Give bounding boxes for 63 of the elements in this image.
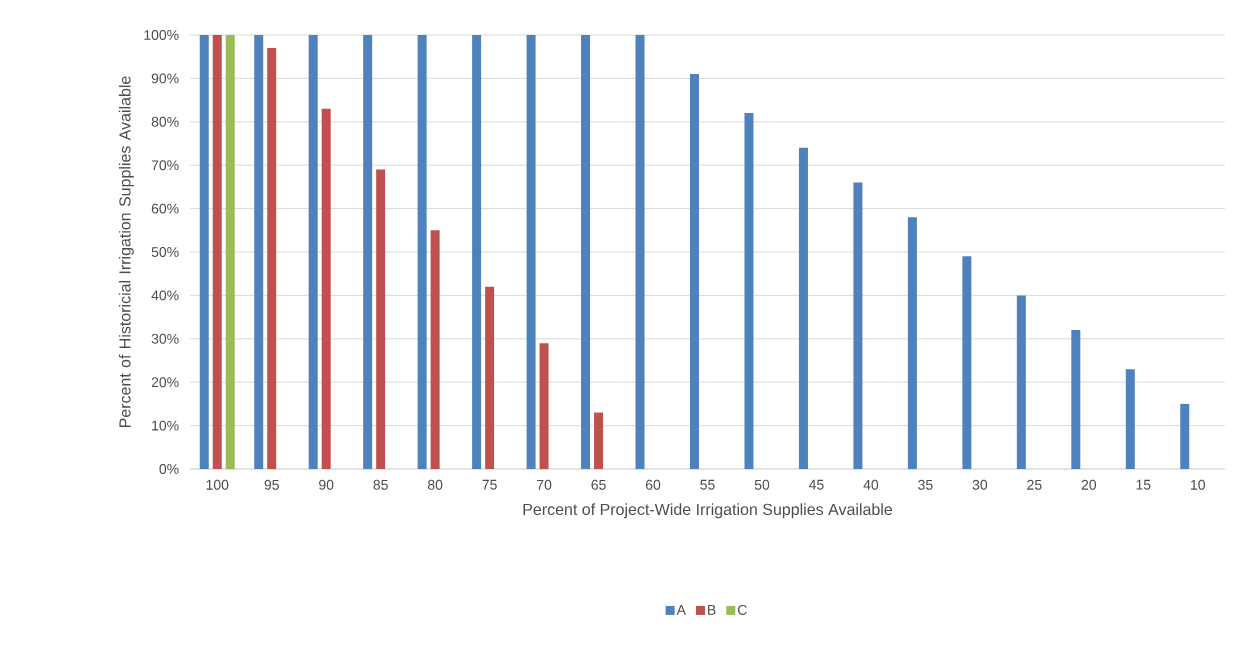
bar — [526, 35, 536, 469]
y-tick-label: 20% — [151, 377, 179, 388]
bar — [212, 35, 222, 469]
x-tick-label: 95 — [264, 479, 279, 490]
x-tick-label: 70 — [537, 479, 552, 490]
bar — [690, 74, 699, 469]
bar — [798, 147, 808, 469]
x-tick-label: 100 — [206, 479, 229, 490]
bar — [1016, 295, 1026, 469]
bar — [417, 35, 427, 469]
bar — [539, 343, 549, 469]
bar — [363, 35, 373, 469]
bar — [581, 35, 591, 469]
y-tick-label: 70% — [151, 160, 179, 171]
y-tick-label: 10% — [152, 420, 179, 431]
x-tick-label: 90 — [319, 479, 334, 490]
x-tick-label: 50 — [754, 479, 770, 490]
bar — [472, 35, 482, 469]
bar — [308, 35, 318, 469]
bar — [225, 35, 235, 469]
y-tick-label: 50% — [151, 247, 179, 257]
x-tick-label: 25 — [1027, 479, 1042, 490]
x-tick-label: 85 — [373, 479, 388, 490]
x-tick-label: 65 — [591, 479, 606, 490]
bar — [376, 169, 386, 469]
x-tick-label: 60 — [645, 479, 661, 490]
y-tick-label: 0% — [159, 464, 179, 474]
y-tick-label: 60% — [151, 203, 179, 214]
legend-label: C — [737, 604, 747, 615]
bar — [744, 113, 754, 469]
legend-label: B — [708, 605, 716, 615]
x-tick-label: 20 — [1081, 479, 1097, 490]
y-tick-label: 40% — [151, 290, 179, 301]
y-tick-label: 100% — [144, 30, 179, 40]
bar — [635, 35, 645, 469]
x-tick-label: 10 — [1191, 479, 1205, 490]
legend-label: A — [676, 605, 686, 615]
bar — [199, 35, 209, 469]
bar — [321, 108, 331, 469]
x-tick-label: 45 — [808, 479, 824, 490]
bar — [254, 35, 264, 469]
bar — [1180, 403, 1190, 469]
y-tick-label: 30% — [151, 333, 179, 344]
bar — [1071, 330, 1081, 469]
y-tick-label: 90% — [151, 73, 179, 84]
bar — [267, 48, 277, 469]
bar — [594, 412, 604, 469]
x-tick-label: 30 — [972, 479, 988, 490]
x-tick-label: 55 — [700, 479, 715, 490]
y-tick-label: 80% — [151, 116, 179, 127]
x-tick-label: 40 — [863, 479, 879, 490]
x-tick-label: 80 — [427, 479, 443, 490]
bar — [907, 217, 917, 469]
x-axis-title: Percent of Project-Wide Irrigation Supplies Available — [523, 503, 893, 519]
y-axis-title: Percent of Historicial Irrigation Supplies Available — [118, 76, 134, 428]
bar — [430, 230, 440, 469]
bar — [962, 256, 972, 469]
bar — [1125, 369, 1135, 469]
bar — [853, 182, 863, 469]
bar — [485, 286, 495, 469]
x-tick-label: 35 — [918, 479, 933, 490]
x-tick-label: 75 — [482, 479, 497, 490]
x-tick-label: 15 — [1136, 479, 1151, 490]
